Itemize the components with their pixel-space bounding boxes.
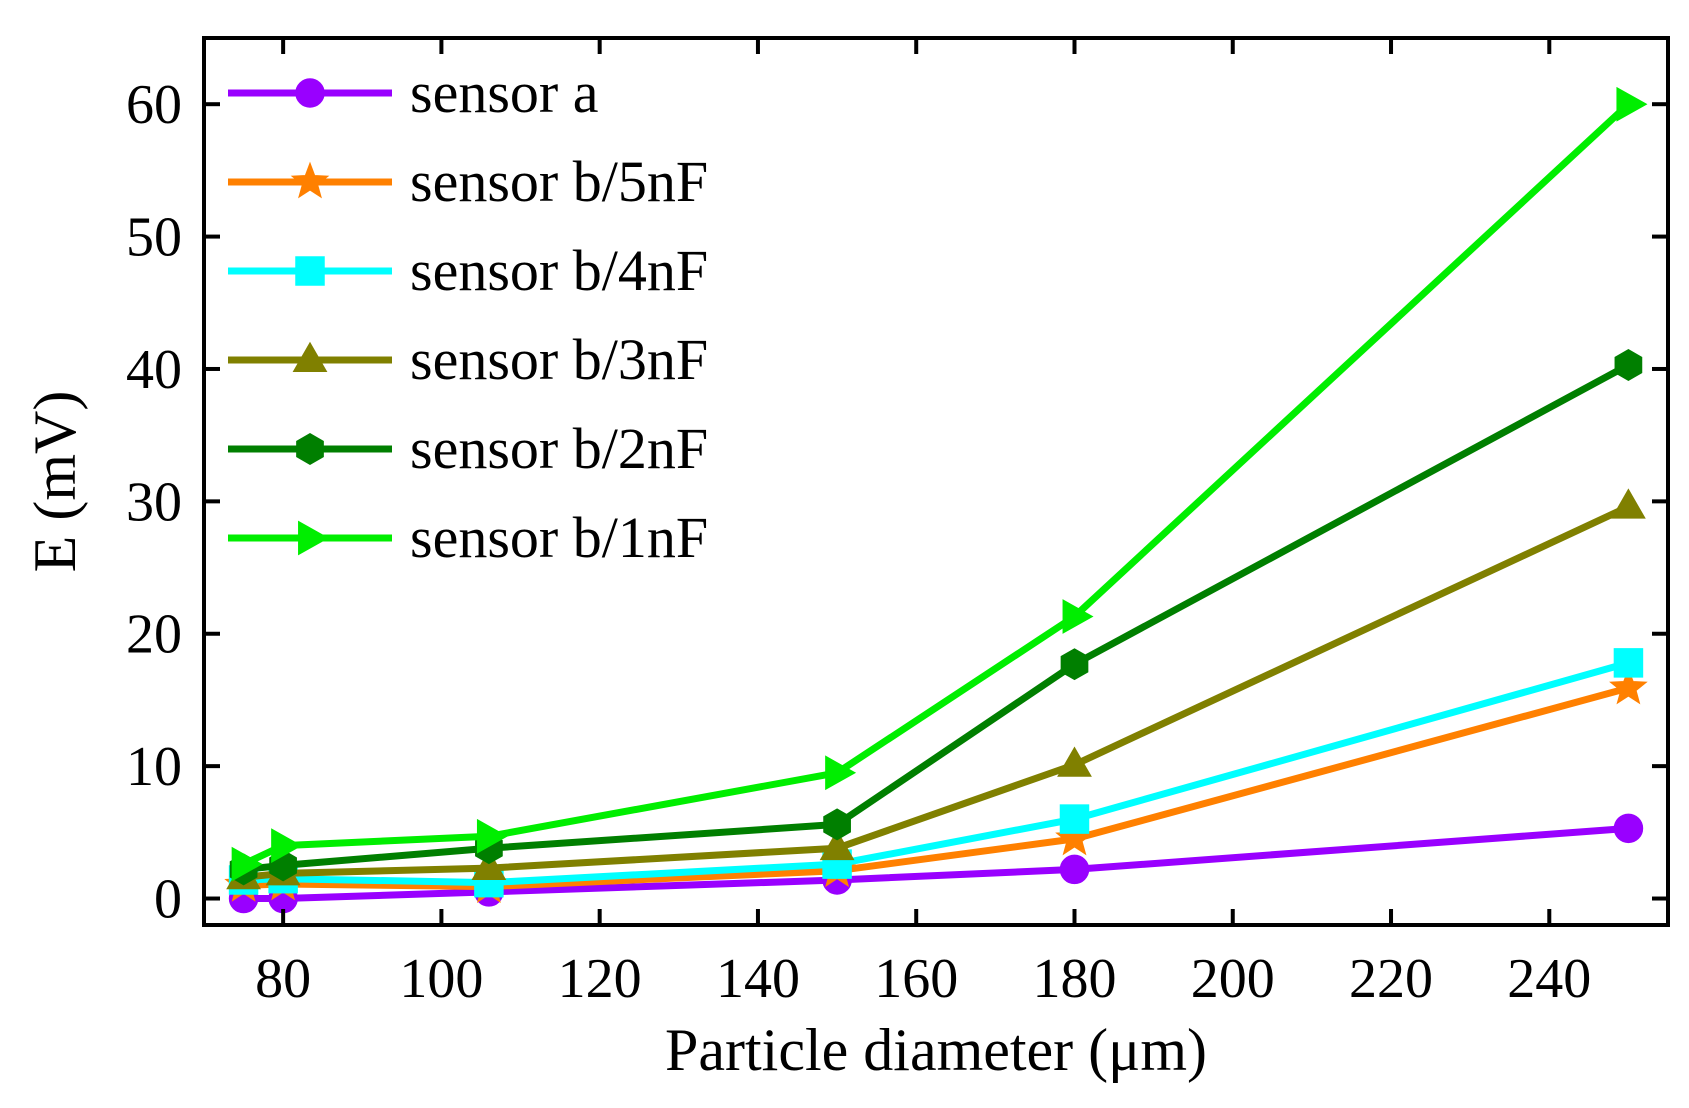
y-tick-label: 0	[154, 869, 182, 931]
legend-label: sensor b/1nF	[410, 505, 708, 570]
legend-item: sensor a	[228, 60, 598, 125]
data-point	[1057, 746, 1092, 777]
data-point	[231, 846, 263, 882]
data-point	[1062, 599, 1094, 634]
legend-marker	[295, 78, 325, 108]
legend-marker	[295, 256, 325, 286]
y-tick-label: 40	[126, 339, 182, 401]
series-sensor-b-1nf	[231, 86, 1648, 882]
x-tick-label: 220	[1349, 948, 1433, 1010]
data-point	[271, 828, 303, 863]
y-tick-label: 20	[126, 604, 182, 666]
x-tick-label: 200	[1191, 948, 1275, 1010]
data-point	[471, 849, 507, 881]
data-point	[1614, 349, 1643, 381]
legend-label: sensor b/4nF	[410, 238, 708, 303]
legend-label: sensor b/2nF	[410, 416, 708, 481]
legend-marker	[292, 341, 328, 372]
x-tick-label: 120	[558, 948, 642, 1010]
x-tick-label: 100	[399, 948, 483, 1010]
data-point	[1613, 813, 1644, 844]
x-tick-label: 140	[716, 948, 800, 1010]
data-point	[825, 755, 857, 791]
legend-item: sensor b/5nF	[228, 149, 708, 214]
x-tick-label: 180	[1032, 948, 1116, 1010]
legend-label: sensor b/3nF	[410, 327, 708, 392]
data-point	[1059, 804, 1090, 834]
legend-marker	[290, 161, 330, 199]
y-axis-title: E (mV)	[22, 391, 88, 573]
legend-item: sensor b/1nF	[228, 505, 708, 570]
x-axis-title: Particle diameter (μm)	[665, 1017, 1207, 1083]
x-tick-label: 160	[874, 948, 958, 1010]
legend-item: sensor b/3nF	[228, 327, 708, 392]
data-point	[1609, 667, 1648, 705]
data-point	[1060, 648, 1089, 681]
data-point	[476, 818, 508, 854]
plot-frame	[202, 36, 1670, 927]
legend-item: sensor b/2nF	[228, 416, 708, 481]
data-point	[819, 829, 855, 861]
legend-item: sensor b/4nF	[228, 238, 708, 303]
legend: sensor a sensor b/5nF sensor b/4nF sensor b…	[228, 60, 708, 570]
x-tick-label: 240	[1507, 948, 1591, 1010]
legend-marker	[298, 520, 330, 556]
y-tick-label: 10	[126, 736, 182, 798]
data-point	[823, 808, 851, 841]
data-point	[1613, 648, 1644, 678]
legend-label: sensor b/5nF	[410, 149, 708, 214]
legend-label: sensor a	[410, 60, 598, 125]
data-point	[1059, 854, 1090, 885]
x-tick-label: 80	[255, 948, 311, 1010]
y-tick-label: 60	[126, 74, 182, 136]
series-layer	[224, 86, 1648, 914]
y-tick-label: 30	[126, 471, 182, 533]
data-point	[1616, 86, 1648, 122]
data-point	[1611, 488, 1646, 519]
legend-marker	[296, 433, 324, 465]
axis-ticks: 80 100 120 140 160 180 200 220 240 0 10 20 30 40 50 60	[126, 38, 1668, 1010]
y-tick-label: 50	[126, 207, 182, 269]
